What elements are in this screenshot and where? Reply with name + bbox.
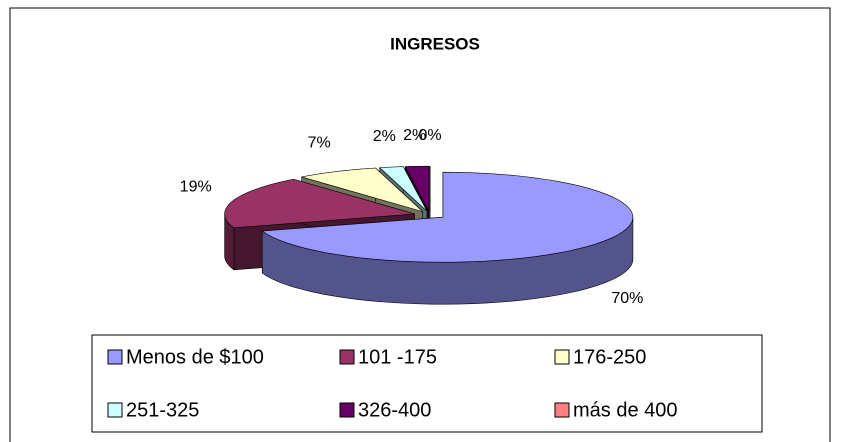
- slice: [261, 171, 634, 305]
- data-label: 2%: [403, 127, 426, 144]
- legend-swatch: [554, 402, 570, 418]
- data-label: 7%: [308, 135, 331, 152]
- legend-label: 251-325: [126, 399, 199, 421]
- legend-label: 101 -175: [358, 346, 437, 368]
- legend-swatch: [339, 349, 355, 365]
- legend-label: más de 400: [573, 399, 678, 421]
- data-label: 19%: [180, 178, 212, 195]
- legend-label: 326-400: [358, 399, 431, 421]
- legend-box: [91, 334, 763, 433]
- slice-top: [224, 178, 415, 229]
- legend-label: Menos de $100: [126, 346, 264, 368]
- slice-top: [379, 166, 428, 212]
- slice-top: [404, 165, 430, 212]
- data-label: 70%: [611, 290, 643, 307]
- data-label: 2%: [373, 128, 396, 145]
- legend-swatch: [107, 402, 123, 418]
- slice-top: [301, 167, 423, 212]
- legend-swatch: [554, 349, 570, 365]
- chart-title: INGRESOS: [390, 34, 480, 53]
- legend-swatch: [107, 349, 123, 365]
- data-label: 0%: [418, 127, 441, 144]
- legend-swatch: [339, 402, 355, 418]
- slice-top: [261, 171, 634, 263]
- legend-label: 176-250: [573, 346, 646, 368]
